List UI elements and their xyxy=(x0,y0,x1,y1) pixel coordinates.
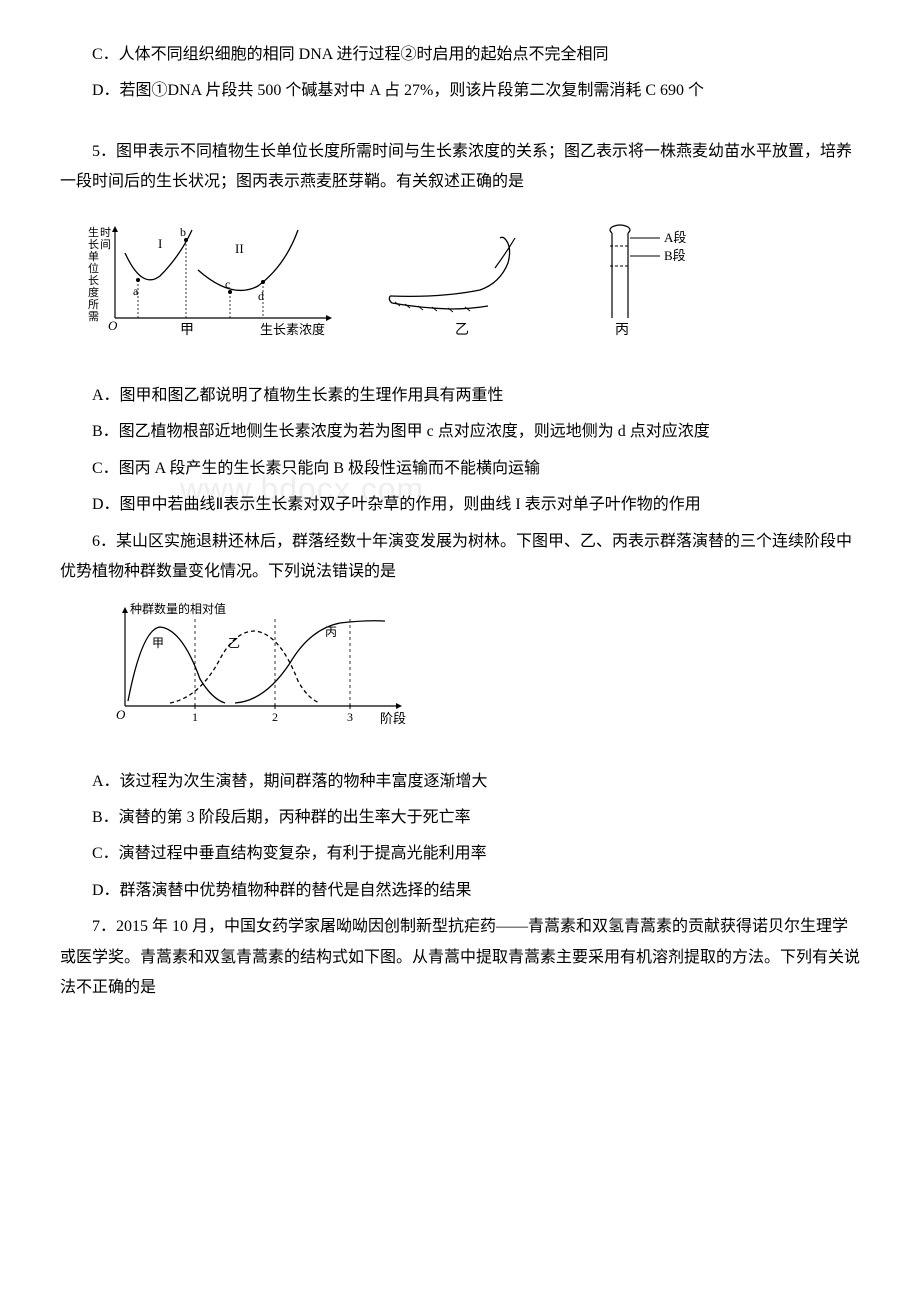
jia-label: 甲 xyxy=(180,323,194,338)
svg-text:a: a xyxy=(133,284,139,298)
svg-text:O: O xyxy=(108,318,118,333)
figure-yi: 乙 xyxy=(370,218,550,349)
q5-stem: 5．图甲表示不同植物生长单位长度所需时间与生长素浓度的关系；图乙表示将一株燕麦幼… xyxy=(60,137,860,198)
svg-text:2: 2 xyxy=(272,710,278,724)
bing-b-label: B段 xyxy=(664,248,686,263)
svg-text:长: 长 xyxy=(88,274,99,287)
q4-option-c: C．人体不同组织细胞的相同 DNA 进行过程②时启用的起始点不完全相同 xyxy=(60,40,860,70)
svg-text:乙: 乙 xyxy=(228,636,240,650)
jia-ylabel-1: 生 xyxy=(88,225,99,239)
svg-text:度: 度 xyxy=(88,285,99,299)
q6-chart: O 种群数量的相对值 1 2 3 阶段 甲 乙 丙 xyxy=(100,601,860,742)
q6-ylabel: 种群数量的相对值 xyxy=(130,601,226,616)
svg-text:O: O xyxy=(116,707,126,722)
q5-option-b: B．图乙植物根部近地侧生长素浓度为若为图甲 c 点对应浓度，则远地侧为 d 点对… xyxy=(60,417,860,447)
svg-text:c: c xyxy=(225,277,230,291)
q5-option-c: C．图丙 A 段产生的生长素只能向 B 极段性运输而不能横向运输 xyxy=(60,454,860,484)
q6-option-a: A．该过程为次生演替，期间群落的物种丰富度逐渐增大 xyxy=(60,767,860,797)
svg-text:所: 所 xyxy=(88,298,99,311)
svg-text:时: 时 xyxy=(100,226,111,239)
svg-text:1: 1 xyxy=(192,710,198,724)
q5-option-d: D．图甲中若曲线Ⅱ表示生长素对双子叶杂草的作用，则曲线 I 表示对单子叶作物的作… xyxy=(60,490,860,520)
q6-option-c: C．演替过程中垂直结构变复杂，有利于提高光能利用率 xyxy=(60,839,860,869)
q6-stem: 6．某山区实施退耕还林后，群落经数十年演变发展为树林。下图甲、乙、丙表示群落演替… xyxy=(60,527,860,588)
jia-xlabel: 生长素浓度 xyxy=(260,322,325,337)
svg-text:需: 需 xyxy=(88,310,99,323)
q4-option-d: D．若图①DNA 片段共 500 个碱基对中 A 占 27%，则该片段第二次复制… xyxy=(60,76,860,106)
svg-text:II: II xyxy=(235,241,244,256)
svg-text:I: I xyxy=(158,236,162,251)
svg-text:位: 位 xyxy=(88,261,99,275)
svg-text:b: b xyxy=(180,225,186,239)
bing-a-label: A段 xyxy=(664,230,686,245)
svg-text:甲: 甲 xyxy=(152,636,164,650)
svg-text:间: 间 xyxy=(100,238,111,251)
bing-label: 丙 xyxy=(615,323,629,338)
yi-label: 乙 xyxy=(455,322,469,338)
figure-bing: A段 B段 丙 xyxy=(580,218,720,349)
q5-figures: 生 长 单 位 长 度 所 需 时 间 O I II a xyxy=(80,218,860,349)
q6-option-b: B．演替的第 3 阶段后期，丙种群的出生率大于死亡率 xyxy=(60,803,860,833)
svg-text:3: 3 xyxy=(347,710,353,724)
q6-xlabel: 阶段 xyxy=(380,711,406,726)
svg-text:单: 单 xyxy=(88,250,99,263)
svg-text:长: 长 xyxy=(88,238,99,251)
figure-jia: 生 长 单 位 长 度 所 需 时 间 O I II a xyxy=(80,218,340,349)
q5-option-a: A．图甲和图乙都说明了植物生长素的生理作用具有两重性 xyxy=(60,381,860,411)
q7-stem: 7．2015 年 10 月，中国女药学家屠呦呦因创制新型抗疟药——青蒿素和双氢青… xyxy=(60,912,860,1003)
svg-text:丙: 丙 xyxy=(325,625,337,639)
q6-option-d: D．群落演替中优势植物种群的替代是自然选择的结果 xyxy=(60,876,860,906)
